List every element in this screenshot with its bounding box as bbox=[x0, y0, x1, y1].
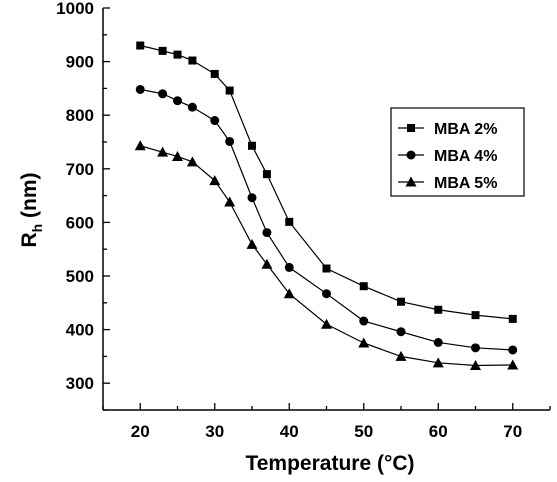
x-tick-label: 30 bbox=[205, 422, 224, 441]
y-tick-label: 700 bbox=[66, 160, 94, 179]
data-point bbox=[186, 156, 198, 167]
data-point bbox=[507, 359, 519, 370]
data-point bbox=[395, 350, 407, 361]
y-axis-title-text: Rh (nm) bbox=[18, 172, 45, 247]
data-point bbox=[224, 196, 236, 207]
data-point bbox=[359, 316, 369, 326]
x-tick-label: 70 bbox=[503, 422, 522, 441]
data-point bbox=[508, 345, 518, 355]
data-point bbox=[470, 360, 481, 371]
data-point bbox=[397, 297, 405, 306]
y-axis-title: Rh (nm) bbox=[18, 172, 45, 247]
data-point bbox=[322, 264, 331, 273]
plot-frame bbox=[102, 8, 550, 411]
legend-item: MBA 2% bbox=[398, 121, 497, 138]
legend-label: MBA 5% bbox=[434, 175, 497, 192]
series-group bbox=[134, 41, 519, 371]
x-ticks: 20 30 40 50 60 70 bbox=[102, 403, 551, 441]
series-2 bbox=[135, 84, 518, 355]
legend-item: MBA 5% bbox=[398, 175, 497, 192]
legend-marker bbox=[406, 150, 416, 160]
data-point bbox=[471, 311, 480, 320]
data-point bbox=[434, 305, 443, 314]
data-point bbox=[136, 41, 145, 50]
data-point bbox=[433, 337, 443, 347]
legend-label: MBA 4% bbox=[434, 148, 497, 165]
y-axis-title-sub: h bbox=[29, 224, 45, 233]
data-point bbox=[248, 141, 256, 150]
data-point bbox=[210, 116, 220, 126]
data-point bbox=[157, 146, 169, 157]
data-point bbox=[187, 102, 197, 112]
data-point bbox=[283, 288, 295, 299]
data-point bbox=[285, 217, 294, 226]
legend-marker bbox=[405, 176, 417, 187]
legend-items: MBA 2% MBA 4% MBA 5% bbox=[398, 121, 497, 192]
y-axis-title-unit: (nm) bbox=[18, 172, 41, 223]
data-point bbox=[134, 140, 146, 151]
data-point bbox=[246, 238, 258, 249]
data-point bbox=[508, 314, 517, 323]
y-tick-label: 1000 bbox=[56, 0, 94, 18]
data-point bbox=[396, 327, 406, 337]
legend-item: MBA 4% bbox=[398, 148, 497, 165]
data-point bbox=[262, 228, 272, 238]
data-point bbox=[247, 193, 257, 203]
data-point bbox=[158, 89, 168, 99]
data-point bbox=[209, 175, 221, 186]
y-tick-label: 500 bbox=[66, 267, 94, 286]
x-axis-title: Temperature (°C) bbox=[245, 452, 414, 475]
data-point bbox=[471, 343, 480, 353]
x-tick-label: 20 bbox=[131, 422, 150, 441]
legend: MBA 2% MBA 4% MBA 5% bbox=[390, 107, 525, 197]
y-tick-label: 600 bbox=[66, 213, 94, 232]
y-tick-label: 900 bbox=[66, 53, 94, 72]
data-point bbox=[135, 84, 145, 94]
data-point bbox=[284, 262, 294, 272]
data-point bbox=[225, 136, 235, 146]
series-3 bbox=[134, 140, 519, 371]
series-1 bbox=[136, 41, 517, 323]
data-point bbox=[172, 150, 183, 161]
x-tick-label: 60 bbox=[429, 422, 448, 441]
data-point bbox=[358, 337, 370, 348]
legend-marker bbox=[407, 124, 415, 132]
y-tick-label: 300 bbox=[66, 374, 94, 393]
data-point bbox=[188, 56, 197, 65]
data-point bbox=[173, 50, 182, 59]
data-point bbox=[262, 170, 271, 179]
data-point bbox=[261, 258, 273, 269]
data-point bbox=[173, 96, 182, 106]
legend-label: MBA 2% bbox=[434, 121, 497, 138]
data-point bbox=[359, 282, 368, 291]
y-tick-label: 400 bbox=[66, 321, 94, 340]
y-ticks: 300 400 500 600 700 800 900 1000 bbox=[56, 0, 110, 411]
data-point bbox=[322, 289, 331, 299]
data-point bbox=[158, 46, 167, 55]
x-tick-label: 50 bbox=[354, 422, 373, 441]
data-point bbox=[210, 69, 219, 78]
data-point bbox=[225, 86, 234, 95]
y-tick-label: 800 bbox=[66, 106, 94, 125]
x-tick-label: 40 bbox=[280, 422, 299, 441]
data-point bbox=[432, 357, 444, 368]
y-axis-title-main: R bbox=[18, 232, 41, 247]
data-point bbox=[321, 318, 332, 329]
